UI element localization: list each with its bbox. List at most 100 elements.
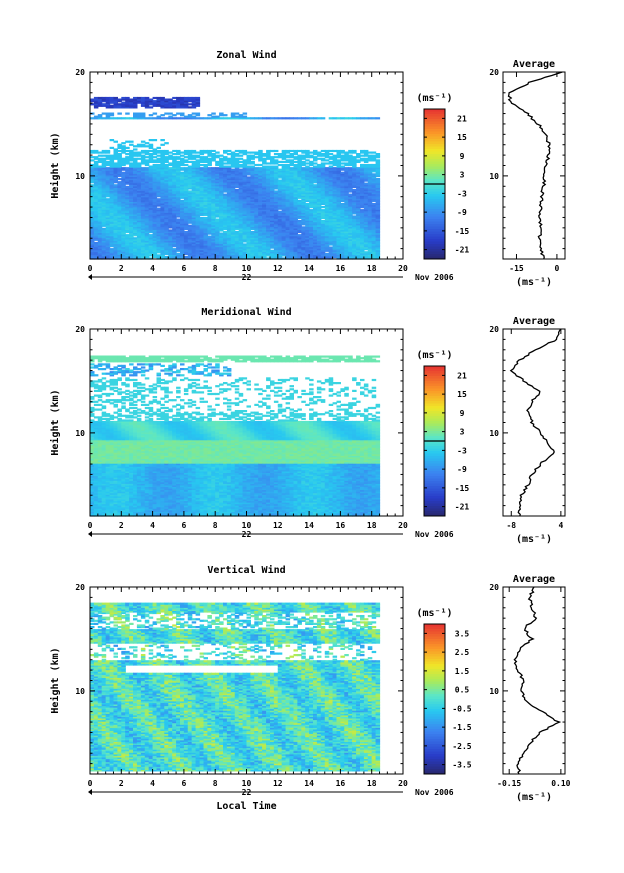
- x-tick-label: 18: [367, 521, 377, 530]
- colorbar-tick-label: -3: [457, 189, 467, 198]
- colorbar-tick-label: 9: [460, 152, 465, 161]
- colorbar-tick-label: 9: [460, 409, 465, 418]
- x-tick-label: 16: [336, 521, 346, 530]
- panel-title: Vertical Wind: [207, 564, 285, 576]
- colorbar-tick-label: -2.5: [452, 742, 471, 751]
- panel-0: Zonal Wind 0 2 4 6 8 10 12 14 16 18 20 10 20 Height (k…: [49, 49, 566, 288]
- profile-x-unit: (ms⁻¹): [516, 277, 552, 288]
- x-tick-label: 8: [213, 521, 218, 530]
- panel-title: Zonal Wind: [216, 49, 276, 61]
- profile-line: [509, 328, 562, 517]
- colorbar: [424, 624, 445, 775]
- colorbar-unit: (ms⁻¹): [416, 93, 452, 104]
- x-tick-label: 20: [398, 779, 408, 788]
- x-tick-label: 8: [213, 264, 218, 273]
- profile-y-tick-label: 10: [489, 687, 499, 696]
- profile-x-tick-label: -8: [506, 521, 516, 530]
- x-tick-label: 0: [88, 779, 93, 788]
- colorbar: [424, 109, 445, 260]
- colorbar-tick-label: -21: [455, 503, 470, 512]
- date-label: Nov 2006: [415, 788, 454, 797]
- profile-title: Average: [513, 574, 555, 585]
- colorbar-tick-label: -0.5: [452, 704, 471, 713]
- x-tick-label: 10: [242, 779, 252, 788]
- colorbar-tick-label: 1.5: [455, 667, 470, 676]
- colorbar-tick-label: -3: [457, 446, 467, 455]
- colorbar-tick-label: 3.5: [455, 629, 470, 638]
- colorbar-tick-label: 21: [457, 114, 467, 123]
- x-axis-label: Local Time: [216, 800, 276, 812]
- colorbar-tick-label: -3.5: [452, 761, 471, 770]
- profile-title: Average: [513, 316, 555, 327]
- profile-x-tick-label: -15: [509, 264, 524, 273]
- x-tick-label: 10: [242, 521, 252, 530]
- y-tick-label: 20: [75, 325, 85, 334]
- x-tick-label: 14: [304, 521, 314, 530]
- heatmap-field: [90, 355, 381, 517]
- x-tick-label: 16: [336, 264, 346, 273]
- x-tick-label: 6: [181, 264, 186, 273]
- x-tick-label: 0: [88, 264, 93, 273]
- heatmap-field: [90, 96, 381, 260]
- x-tick-label: 20: [398, 521, 408, 530]
- x-tick-label: 2: [119, 264, 124, 273]
- x-tick-label: 14: [304, 779, 314, 788]
- panel-1: Meridional Wind 0 2 4 6 8 10 12 14 16 18 20 10 20 Heig…: [49, 306, 566, 545]
- y-tick-label: 20: [75, 68, 85, 77]
- profile-x-tick-label: 4: [558, 521, 563, 530]
- colorbar-tick-label: 15: [457, 390, 467, 399]
- colorbar-tick-label: -15: [455, 227, 470, 236]
- panel-title: Meridional Wind: [201, 306, 291, 318]
- x-tick-label: 8: [213, 779, 218, 788]
- profile-x-tick-label: -0.15: [497, 779, 521, 788]
- date-label: Nov 2006: [415, 273, 454, 282]
- colorbar-tick-label: 3: [460, 428, 465, 437]
- profile-y-tick-label: 10: [489, 429, 499, 438]
- colorbar-unit: (ms⁻¹): [416, 350, 452, 361]
- y-tick-label: 20: [75, 583, 85, 592]
- colorbar-tick-label: -9: [457, 465, 467, 474]
- colorbar: [424, 366, 445, 517]
- profile-y-tick-label: 10: [489, 172, 499, 181]
- x-tick-label: 4: [150, 264, 155, 273]
- x-tick-label: 6: [181, 521, 186, 530]
- colorbar-tick-label: 3: [460, 171, 465, 180]
- profile-frame: [502, 328, 566, 517]
- colorbar-tick-label: -9: [457, 208, 467, 217]
- colorbar-tick-label: 2.5: [455, 648, 470, 657]
- x-tick-label: 10: [242, 264, 252, 273]
- profile-x-tick-label: 0: [554, 264, 559, 273]
- day-axis-arrow: [88, 789, 92, 795]
- x-tick-label: 4: [150, 521, 155, 530]
- colorbar-unit: (ms⁻¹): [416, 608, 452, 619]
- profile-x-unit: (ms⁻¹): [516, 792, 552, 803]
- profile-title: Average: [513, 59, 555, 70]
- x-tick-label: 0: [88, 521, 93, 530]
- x-tick-label: 2: [119, 521, 124, 530]
- x-tick-label: 18: [367, 264, 377, 273]
- heatmap-field: [90, 602, 381, 772]
- date-label: Nov 2006: [415, 530, 454, 539]
- x-tick-label: 12: [273, 779, 283, 788]
- x-tick-label: 12: [273, 264, 283, 273]
- x-tick-label: 14: [304, 264, 314, 273]
- x-tick-label: 18: [367, 779, 377, 788]
- colorbar-tick-label: -1.5: [452, 723, 471, 732]
- colorbar-tick-label: 15: [457, 133, 467, 142]
- profile-y-tick-label: 20: [489, 583, 499, 592]
- colorbar-tick-label: -21: [455, 246, 470, 255]
- day-axis-arrow: [88, 274, 92, 280]
- day-label: 22: [242, 530, 252, 539]
- panel-2: Vertical Wind 0 2 4 6 8 10 12 14 16 18 20 10 20 Height…: [49, 564, 571, 812]
- day-label: 22: [242, 273, 252, 282]
- y-tick-label: 10: [75, 687, 85, 696]
- day-label: 22: [242, 788, 252, 797]
- colorbar-tick-label: 0.5: [455, 686, 470, 695]
- day-axis-arrow: [88, 531, 92, 537]
- colorbar-tick-label: -15: [455, 484, 470, 493]
- y-axis-label: Height (km): [49, 647, 61, 713]
- y-tick-label: 10: [75, 429, 85, 438]
- x-tick-label: 16: [336, 779, 346, 788]
- colorbar-tick-label: 21: [457, 371, 467, 380]
